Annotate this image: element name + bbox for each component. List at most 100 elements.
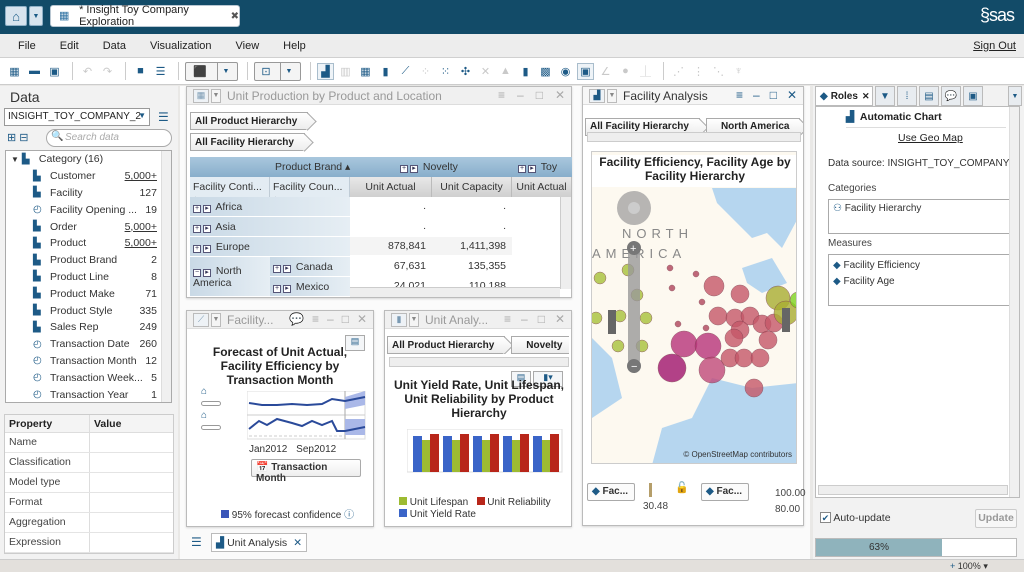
sign-out-link[interactable]: Sign Out <box>973 40 1016 52</box>
undo-icon[interactable]: ↶ <box>82 65 93 78</box>
close-icon[interactable]: ✕ <box>356 312 367 326</box>
box-plot-icon[interactable]: ▮ <box>522 65 529 78</box>
update-button[interactable]: Update <box>975 509 1017 528</box>
tab-roles[interactable]: ◆ Roles ✕ <box>815 86 873 106</box>
close-icon[interactable]: ✕ <box>554 88 565 102</box>
crosstab-vscrollbar[interactable] <box>560 197 571 289</box>
data-item[interactable]: ▙ Customer 5,000+ <box>33 170 157 183</box>
size-legend-button[interactable]: ◆ Fac... <box>701 483 749 501</box>
tab-ranks[interactable]: ▣ <box>963 86 983 106</box>
table-toggle-icon[interactable]: ▤ <box>345 335 365 351</box>
expand-collapse-icons[interactable]: ⊞ ⊟ <box>7 132 29 144</box>
menu-edit[interactable]: Edit <box>59 39 79 52</box>
data-item[interactable]: ▙ Product Brand 2 <box>33 254 157 267</box>
home-button[interactable]: ⌂ <box>5 6 27 26</box>
property-row[interactable]: Name <box>5 433 173 453</box>
open-icon[interactable]: ▬ <box>29 65 40 77</box>
stats-disabled-icon[interactable]: ⋱ <box>713 65 724 78</box>
info-icon[interactable]: ⓘ <box>344 510 355 521</box>
data-source-select[interactable]: INSIGHT_TOY_COMPANY_2 ▼ <box>4 108 150 126</box>
minimize-icon[interactable]: – <box>327 312 334 326</box>
property-row[interactable]: Model type <box>5 473 173 493</box>
item-count[interactable]: 5,000+ <box>124 170 157 183</box>
save-icon[interactable]: ▣ <box>49 65 60 78</box>
row-asia[interactable]: + ▸ Asia <box>190 217 350 237</box>
crosstab-hscrollbar[interactable] <box>350 287 560 297</box>
breadcrumb-product[interactable]: All Product Hierarchy <box>387 336 506 354</box>
crosstab-icon[interactable]: ▦ <box>360 65 371 78</box>
row-africa[interactable]: + ▸ Africa <box>190 197 350 217</box>
heatmap-icon[interactable]: ⁙ <box>440 65 451 78</box>
minimize-icon[interactable]: – <box>753 88 760 102</box>
data-item[interactable]: ▙ Product Line 8 <box>33 270 157 283</box>
zoom-control[interactable]: + 100% ▾ <box>950 561 988 571</box>
row-north-america[interactable]: − ▸ North America <box>190 257 270 297</box>
close-tab-icon[interactable]: ✕ <box>293 536 302 549</box>
row-europe[interactable]: + ▸ Europe <box>190 237 350 257</box>
bar-chart-visualization[interactable]: ▮ ▼ Unit Analy... ≡ – □ ✕ All Product Hierarc… <box>384 310 572 527</box>
breadcrumb-scrollbar[interactable] <box>587 132 801 142</box>
menu-file[interactable]: File <box>18 39 36 52</box>
parallel-icon[interactable]: ✕ <box>480 65 491 78</box>
single-view-icon[interactable]: ■ <box>137 65 144 77</box>
geo-map-visualization[interactable]: ▟ ▼ Facility Analysis ≡ – □ ✕ All Facility Hi… <box>582 86 806 526</box>
home-dropdown-button[interactable]: ▼ <box>29 6 43 26</box>
chevron-down-icon[interactable]: ▼ <box>409 312 419 327</box>
histogram-icon[interactable]: ▲ <box>500 65 511 77</box>
brand-novelty-header[interactable]: + ▸ Novelty <box>400 161 458 173</box>
new-visualization-button[interactable]: ⊡ ▼ <box>254 61 301 81</box>
data-item[interactable]: ▙ Product Style 335 <box>33 304 157 317</box>
chevron-down-icon[interactable]: ▼ <box>211 312 221 327</box>
categories-drop-zone[interactable]: ⚇ Facility Hierarchy <box>828 199 1012 234</box>
breadcrumb-facility[interactable]: All Facility Hierarchy <box>190 133 305 151</box>
crosstab-icon[interactable]: ▦ <box>193 88 209 103</box>
data-item[interactable]: ◴ Transaction Month 12 <box>33 354 157 367</box>
breadcrumb-product[interactable]: All Product Hierarchy <box>190 112 309 130</box>
tab-filters[interactable]: ▼ <box>875 86 895 106</box>
data-item[interactable]: ◴ Transaction Date 260 <box>33 338 157 351</box>
redo-icon[interactable]: ↷ <box>102 65 113 78</box>
page-tab-unit-analysis[interactable]: ▟ Unit Analysis ✕ <box>211 533 307 552</box>
line-chart-icon[interactable]: ⟋ <box>401 64 410 77</box>
minimize-icon[interactable]: – <box>521 312 528 326</box>
waterfall-disabled-icon[interactable]: ⏊ <box>640 66 651 78</box>
item-count[interactable]: 5,000+ <box>124 237 157 250</box>
automatic-chart-icon[interactable]: ▟ <box>317 62 334 80</box>
automatic-chart-icon[interactable]: ▟ <box>589 88 605 103</box>
bar-chart-icon[interactable]: ▮ <box>382 65 389 78</box>
close-tab-icon[interactable]: ✖ <box>230 10 239 22</box>
maximize-icon[interactable]: □ <box>535 88 543 102</box>
menu-visualization[interactable]: Visualization <box>149 39 212 52</box>
data-item[interactable]: ▙ Product Make 71 <box>33 287 157 300</box>
menu-icon[interactable]: ≡ <box>497 88 505 102</box>
line-disabled-icon[interactable]: ∠ <box>600 65 611 78</box>
crosstab-visualization[interactable]: ▦ ▼ Unit Production by Product and Locatio… <box>186 86 572 298</box>
select-mode-button[interactable]: ⬛ ▼ <box>185 61 238 81</box>
column-header[interactable]: Unit Actual <box>512 177 572 197</box>
chart-type-dropdown[interactable]: ▮▾ <box>533 371 563 387</box>
menu-icon[interactable]: ≡ <box>503 312 511 326</box>
property-row[interactable]: Aggregation <box>5 513 173 533</box>
forecast-disabled-icon[interactable]: ⋰ <box>673 65 684 78</box>
unlock-icon[interactable]: 🔓 <box>675 482 689 494</box>
network-icon[interactable]: ✣ <box>460 65 471 78</box>
data-item[interactable]: ▙ Product 5,000+ <box>33 237 157 250</box>
scenario-controls[interactable]: ⌂ ⌂ <box>201 386 221 434</box>
facility-continent-header[interactable]: Facility Conti... ▴ <box>190 177 270 205</box>
new-exploration-icon[interactable]: ▦ <box>9 65 20 78</box>
tree-scrollbar[interactable] <box>161 151 171 402</box>
stacked-view-icon[interactable]: ☰ <box>155 65 166 78</box>
forecast-visualization[interactable]: ⟋ ▼ Facility... 💬 ≡ – □ ✕ ▤ Forecast of Unit A… <box>186 310 374 527</box>
chart-type-selector[interactable]: ▟ Automatic Chart <box>846 111 942 123</box>
bar-chart-icon[interactable]: ▮ <box>391 312 407 327</box>
transaction-month-axis-button[interactable]: 📅 Transaction Month <box>251 459 361 484</box>
close-icon[interactable]: ✕ <box>786 88 797 102</box>
column-header[interactable]: Unit Capacity <box>432 177 512 197</box>
tree-disabled-icon[interactable]: ♆ <box>734 65 743 77</box>
chevron-down-icon[interactable]: ▼ <box>607 88 617 103</box>
column-header[interactable]: Unit Actual <box>350 177 432 197</box>
menu-icon[interactable]: ≡ <box>311 312 319 326</box>
product-brand-header[interactable]: Product Brand ▴ <box>275 161 351 173</box>
property-row[interactable]: Format <box>5 493 173 513</box>
roles-vscrollbar[interactable] <box>1009 107 1019 497</box>
